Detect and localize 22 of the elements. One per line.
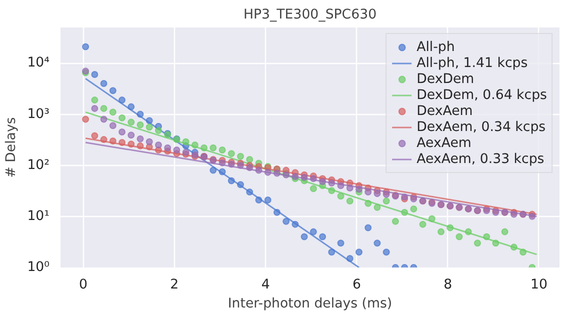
y-tick-label: 10⁴: [27, 56, 50, 71]
x-axis-title: Inter-photon delays (ms): [228, 296, 392, 312]
legend-label: DexAem: [416, 104, 473, 118]
x-tick-label: 6: [352, 278, 361, 292]
y-tick-label: 10⁰: [27, 260, 50, 275]
y-tick-label: 10³: [27, 106, 50, 122]
chart-title: HP3_TE300_SPC630: [243, 8, 377, 22]
x-tick-label: 10: [530, 278, 548, 292]
legend-label: DexDem, 0.64 kcps: [416, 88, 547, 102]
legend-label: AexAem: [416, 136, 472, 150]
y-tick-label: 10²: [27, 158, 50, 173]
legend-label: DexAem, 0.34 kcps: [416, 120, 546, 134]
legend-label: DexDem: [416, 72, 474, 86]
y-tick-label: 10¹: [27, 208, 50, 224]
legend-label: AexAem, 0.33 kcps: [416, 152, 544, 166]
x-tick-label: 0: [79, 278, 88, 292]
legend-label: All-ph: [416, 40, 455, 54]
y-axis-title: # Delays: [4, 117, 20, 178]
x-tick-label: 2: [170, 278, 179, 292]
x-tick-label: 4: [261, 278, 270, 292]
x-tick-label: 8: [444, 278, 452, 292]
legend-label: All-ph, 1.41 kcps: [416, 56, 528, 70]
